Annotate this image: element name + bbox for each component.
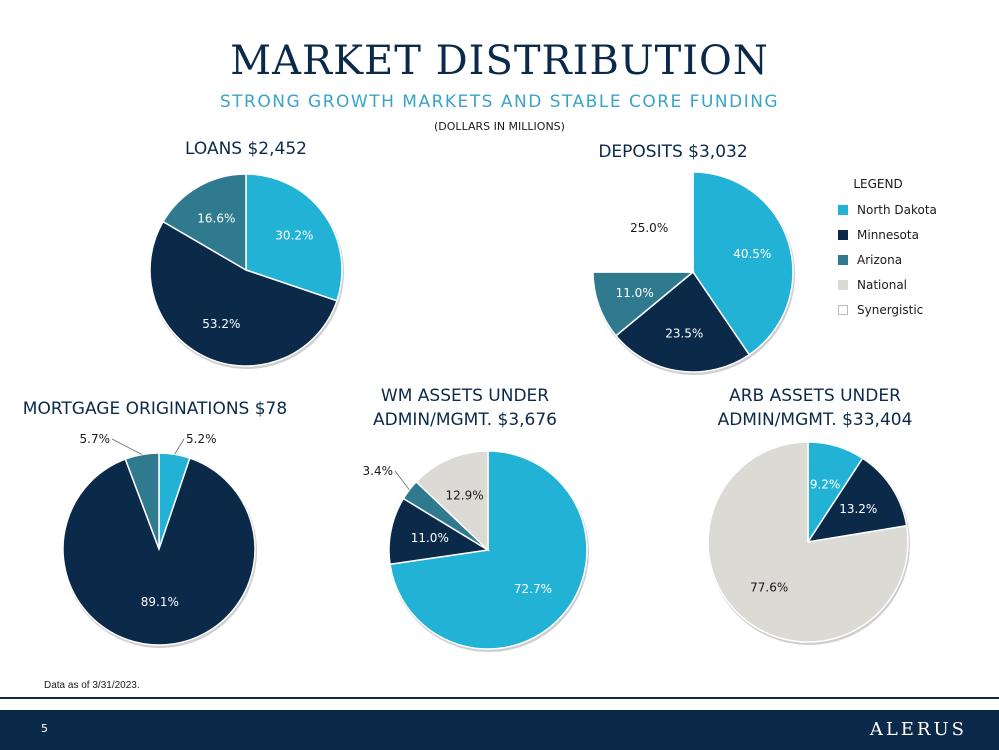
mortgage-chart-title: MORTGAGE ORIGINATIONS $78 — [22, 399, 288, 419]
deposits-chart-title: DEPOSITS $3,032 — [598, 142, 748, 162]
legend-item-arizona: Arizona — [838, 247, 937, 272]
legend-swatch — [838, 204, 848, 215]
mortgage-leader-line — [174, 438, 185, 455]
legend-swatch — [838, 304, 848, 315]
legend-swatch — [838, 254, 848, 265]
arb-assets-label-minnesota: 13.2% — [839, 502, 877, 516]
loans-slice-north-dakota — [245, 173, 343, 302]
mortgage-label-arizona: 5.7% — [80, 432, 111, 446]
legend-label: North Dakota — [857, 202, 937, 217]
mortgage-slice-minnesota — [62, 457, 256, 646]
wm-assets-slice-national — [415, 450, 489, 552]
arb-assets-slice-minnesota — [806, 457, 908, 544]
arb-assets-label-national: 77.6% — [750, 581, 788, 595]
legend-item-national: National — [838, 272, 937, 297]
arb-assets-title-text: ARB ASSETS UNDER ADMIN/MGMT. $33,404 — [717, 386, 913, 430]
loans-slice-arizona — [162, 173, 247, 272]
legend-item-north-dakota: North Dakota — [838, 197, 937, 222]
loans-chart-title: LOANS $2,452 — [185, 139, 307, 159]
loans-label-arizona: 16.6% — [197, 211, 235, 225]
loans-label-north-dakota: 30.2% — [275, 228, 313, 242]
arb-assets-label-north-dakota: 9.2% — [810, 477, 841, 491]
legend-item-minnesota: Minnesota — [838, 222, 937, 247]
mortgage-slice-arizona — [124, 452, 160, 550]
wm-assets-slice-minnesota — [388, 497, 491, 566]
arb-assets-slice-national — [707, 441, 909, 643]
legend-swatch — [838, 279, 848, 290]
arb-assets-chart-title: ARB ASSETS UNDER ADMIN/MGMT. $33,404 — [690, 384, 940, 432]
deposits-slice-arizona — [592, 271, 696, 337]
deposits-label-minnesota: 23.5% — [665, 326, 703, 340]
page-title: MARKET DISTRIBUTION — [230, 38, 769, 84]
wm-assets-chart-title: WM ASSETS UNDER ADMIN/MGMT. $3,676 — [345, 384, 585, 432]
mortgage-leader-line — [111, 438, 143, 455]
legend-label: National — [857, 277, 908, 292]
mortgage-label-north-dakota: 5.2% — [186, 432, 217, 446]
wm-assets-label-arizona: 3.4% — [363, 464, 394, 478]
legend-label: Minnesota — [857, 227, 919, 242]
deposits-label-arizona: 11.0% — [616, 286, 654, 300]
legend-label: Arizona — [857, 252, 903, 267]
deposits-label-north-dakota: 40.5% — [733, 247, 771, 261]
wm-assets-leader-line — [394, 470, 410, 491]
wm-assets-label-national: 12.9% — [446, 488, 484, 502]
page-subtitle: STRONG GROWTH MARKETS AND STABLE CORE FU… — [219, 92, 780, 112]
deposits-label-synergistic: 25.0% — [630, 221, 668, 235]
footnote: Data as of 3/31/2023. — [44, 680, 140, 691]
wm-assets-label-minnesota: 11.0% — [411, 531, 449, 545]
page-number: 5 — [41, 722, 48, 735]
loans-label-minnesota: 53.2% — [202, 317, 240, 331]
wm-assets-title-text: WM ASSETS UNDER ADMIN/MGMT. $3,676 — [372, 386, 557, 430]
brand-logo: ALERUS — [869, 719, 967, 740]
deposits-slice-north-dakota — [692, 171, 794, 356]
units-note: (DOLLARS IN MILLIONS) — [434, 120, 565, 133]
legend-title: LEGEND — [853, 177, 903, 191]
wm-assets-label-north-dakota: 72.7% — [514, 582, 552, 596]
legend-item-synergistic: Synergistic — [838, 297, 937, 322]
deposits-slice-minnesota — [614, 270, 751, 373]
mortgage-label-minnesota: 89.1% — [141, 595, 179, 609]
deposits-slice-synergistic — [592, 171, 694, 273]
legend-label: Synergistic — [857, 302, 924, 317]
footer-divider — [0, 697, 999, 699]
footer-bar: 5 ALERUS — [0, 710, 999, 750]
legend: LEGEND North Dakota Minnesota Arizona Na… — [838, 177, 937, 322]
legend-swatch — [838, 229, 848, 240]
loans-slice-minnesota — [149, 220, 338, 367]
